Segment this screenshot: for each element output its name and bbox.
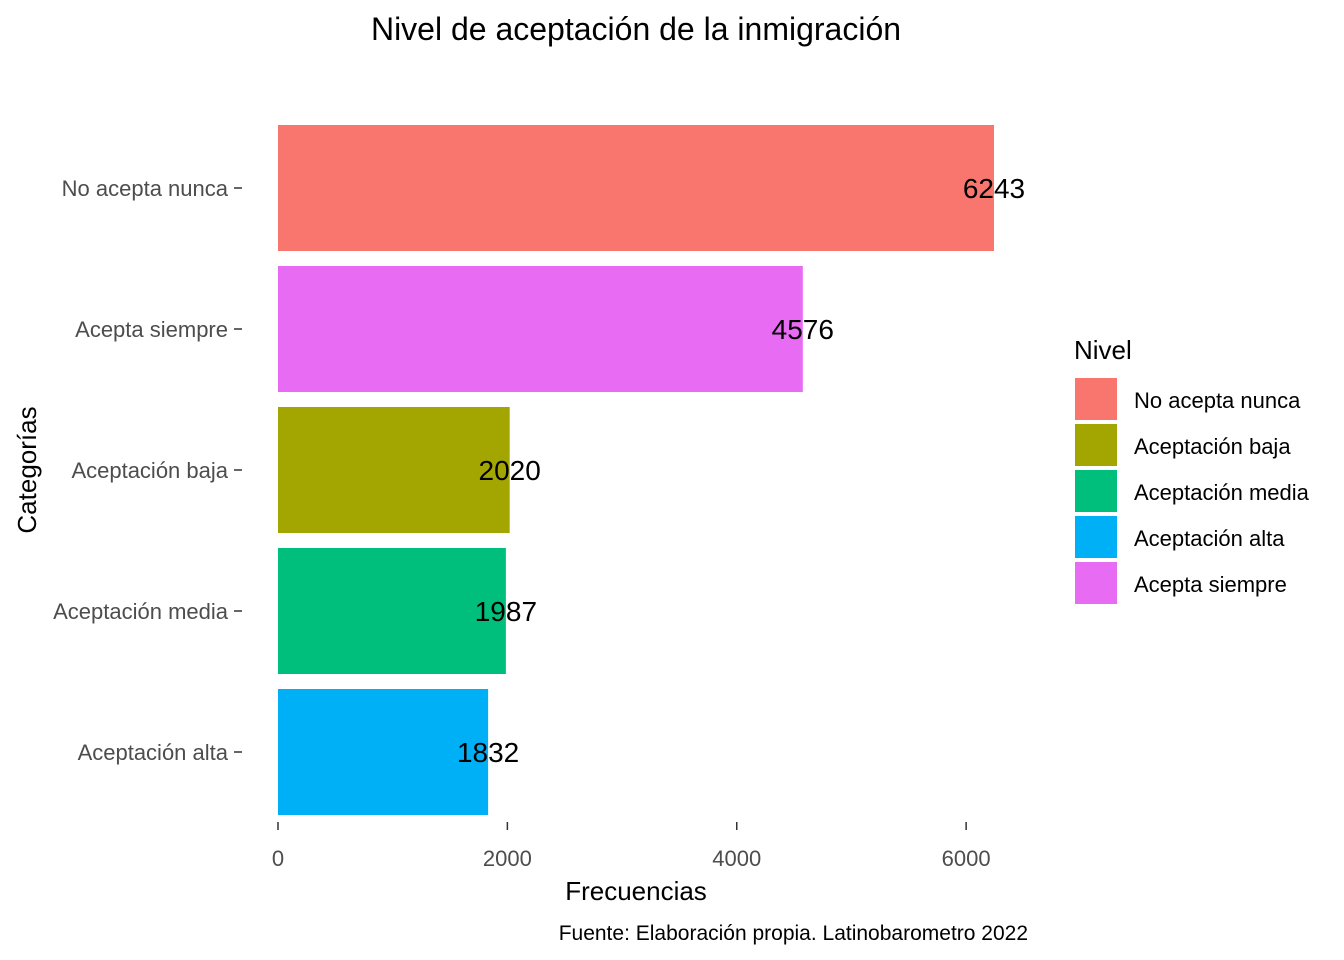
bar-aceptación-media xyxy=(278,548,506,674)
legend-label: Aceptación baja xyxy=(1134,434,1291,459)
x-tick-label: 4000 xyxy=(712,846,761,871)
y-axis-title: Categorías xyxy=(12,406,42,533)
legend-label: Aceptación media xyxy=(1134,480,1310,505)
data-label: 4576 xyxy=(772,314,834,345)
legend-key xyxy=(1075,470,1117,512)
x-axis: 0 2000 4000 6000 xyxy=(272,822,991,871)
legend-key xyxy=(1075,424,1117,466)
bars-group xyxy=(278,125,994,815)
legend-label: Acepta siempre xyxy=(1134,572,1287,597)
legend-key xyxy=(1075,562,1117,604)
data-label: 2020 xyxy=(479,455,541,486)
caption: Fuente: Elaboración propia. Latinobarome… xyxy=(559,922,1028,945)
legend-label: Aceptación alta xyxy=(1134,526,1285,551)
chart-title: Nivel de aceptación de la inmigración xyxy=(371,11,901,47)
legend-key xyxy=(1075,378,1117,420)
y-tick-label: Acepta siempre xyxy=(75,317,228,342)
data-label: 1832 xyxy=(457,737,519,768)
x-tick-label: 6000 xyxy=(942,846,991,871)
x-axis-title: Frecuencias xyxy=(565,876,707,906)
data-labels: 6243 4576 2020 1987 1832 xyxy=(457,173,1025,768)
y-tick-label: Aceptación media xyxy=(53,599,229,624)
bar-aceptación-alta xyxy=(278,689,489,815)
bar-acepta-siempre xyxy=(278,266,803,392)
data-label: 1987 xyxy=(475,596,537,627)
data-label: 6243 xyxy=(963,173,1025,204)
legend: No acepta nunca Aceptación baja Aceptación… xyxy=(1075,378,1310,604)
bar-no-acepta-nunca xyxy=(278,125,994,251)
y-tick-label: Aceptación alta xyxy=(78,740,229,765)
y-tick-label: Aceptación baja xyxy=(71,458,228,483)
bar-aceptación-baja xyxy=(278,407,510,533)
legend-key xyxy=(1075,516,1117,558)
legend-title: Nivel xyxy=(1074,335,1132,365)
x-tick-label: 2000 xyxy=(483,846,532,871)
y-tick-label: No acepta nunca xyxy=(62,176,229,201)
x-tick-label: 0 xyxy=(272,846,284,871)
legend-label: No acepta nunca xyxy=(1134,388,1301,413)
y-axis-labels: No acepta nunca Acepta siempre Aceptación … xyxy=(53,176,242,765)
